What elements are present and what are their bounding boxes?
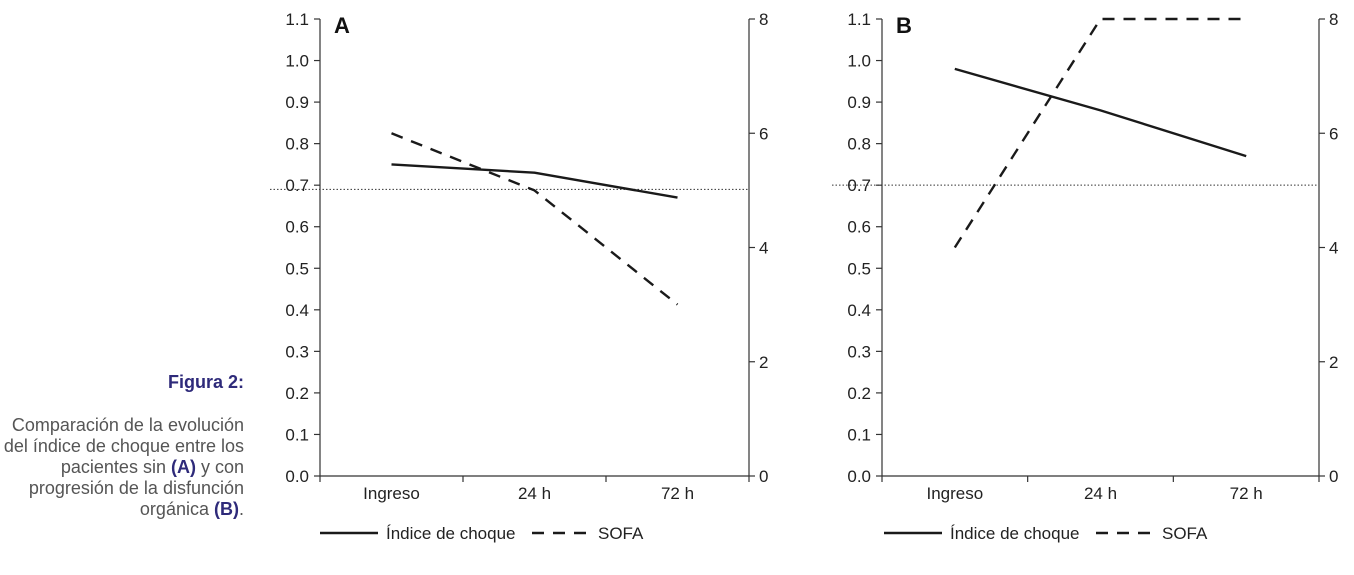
y-left-tick-label: 0.4 [285,301,309,320]
caption-text-1: Comparación de la evolución del índice d… [3,415,244,477]
figure-caption: Figura 2: Comparación de la evolución de… [0,372,244,520]
y-right-tick-label: 8 [759,10,768,29]
caption-ref-b: (B) [213,499,239,519]
y-left-tick-label: 1.0 [285,52,309,71]
y-right-tick-label: 6 [759,124,768,143]
y-right-tick-label: 4 [759,239,768,258]
caption-text-3: . [238,499,244,519]
figure-label: Figura 2: [167,372,244,392]
x-tick-label: 72 h [661,484,694,503]
legend-label-sofa: SOFA [598,524,644,543]
y-left-tick-label: 0.7 [285,176,309,195]
y-left-tick-label: 0.1 [285,425,309,444]
series-line-indice [391,163,678,199]
y-left-tick-label: 0.9 [285,93,309,112]
y-right-tick-label: 0 [759,467,768,486]
caption-text-2: y con progresión de la disfunción orgáni… [28,457,244,519]
caption-ref-a: (A) [170,457,196,477]
x-tick-label: Ingreso [363,484,420,503]
y-left-tick-label: 0.3 [285,342,309,361]
y-left-tick-label: 0.2 [285,384,309,403]
series-line-sofa [391,132,679,306]
y-left-tick-label: 0.5 [285,259,309,278]
y-right-tick-label: 2 [759,353,768,372]
legend-label-indice: Índice de choque [386,524,516,543]
y-left-tick-label: 1.1 [285,10,309,29]
y-left-tick-label: 0.8 [285,135,309,154]
x-tick-label: 24 h [518,484,551,503]
y-left-tick-label: 0.0 [285,467,309,486]
y-left-tick-label: 0.6 [285,218,309,237]
panel-label: A [334,13,350,38]
